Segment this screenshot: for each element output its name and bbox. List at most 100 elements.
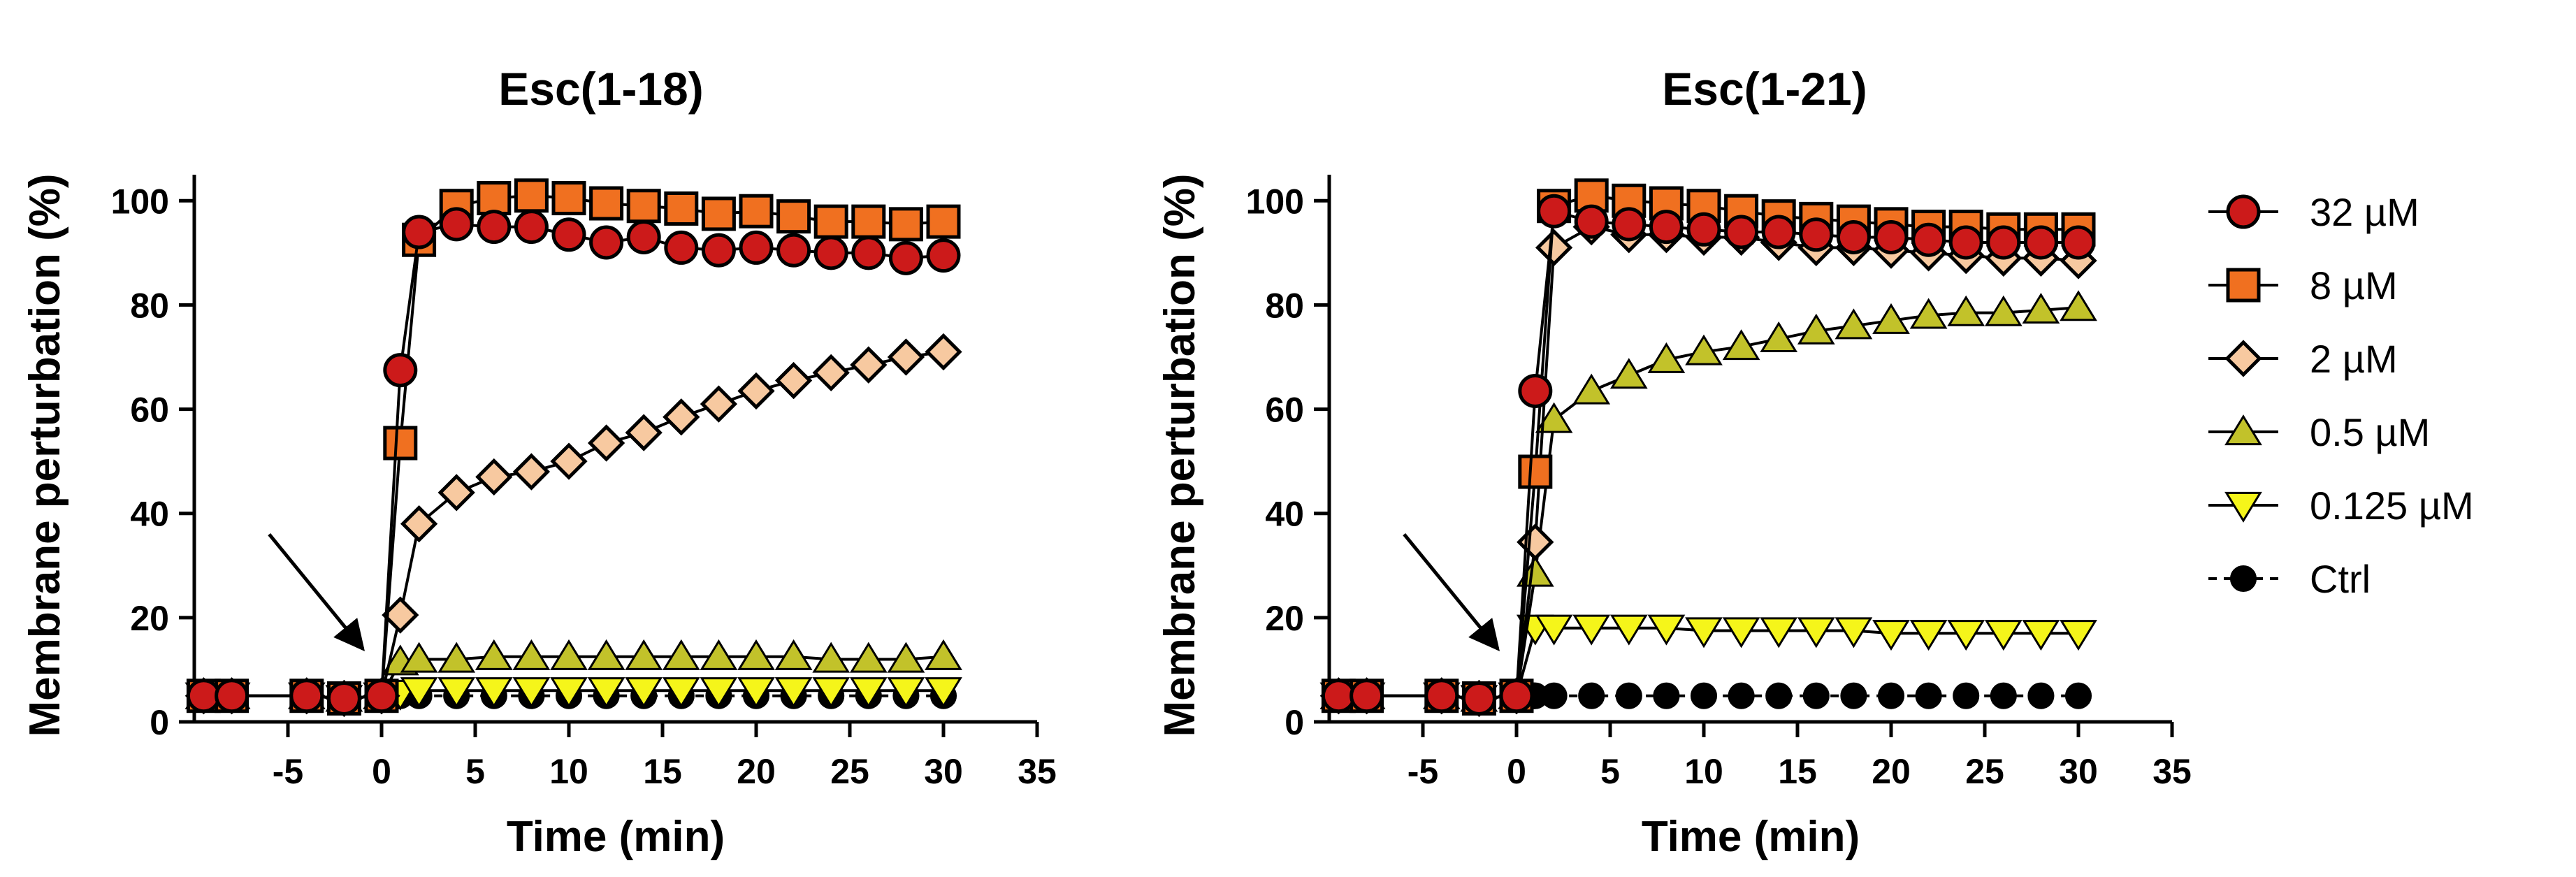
- data-point: [1760, 617, 1798, 648]
- data-point: [887, 338, 925, 376]
- legend-item: 0.125 µM: [2208, 484, 2474, 528]
- data-point: [887, 642, 925, 673]
- data-point: [186, 679, 221, 713]
- data-point: [2027, 682, 2055, 709]
- data-point: [737, 677, 775, 709]
- data-point: [364, 679, 399, 713]
- data-point: [812, 642, 851, 673]
- data-point: [402, 215, 437, 249]
- data-point: [2061, 225, 2096, 260]
- data-point: [1947, 620, 1985, 651]
- annotation-arrow: [1403, 532, 1500, 652]
- data-point: [475, 639, 513, 670]
- data-point: [439, 207, 474, 242]
- data-point: [550, 677, 588, 709]
- data-point: [888, 207, 923, 242]
- data-point: [551, 217, 586, 252]
- data-point: [2060, 620, 2097, 651]
- data-point: [1537, 194, 1572, 229]
- data-point: [1877, 682, 1905, 709]
- y-axis-label: Membrane perturbation (%): [1156, 173, 1204, 737]
- data-point: [1948, 225, 1983, 260]
- data-point: [664, 191, 699, 226]
- data-point: [589, 225, 624, 260]
- series-line: [203, 194, 944, 700]
- data-point: [1986, 225, 2021, 260]
- data-point: [1349, 679, 1384, 713]
- data-point: [1685, 334, 1723, 365]
- y-tick-label: 100: [111, 182, 169, 221]
- data-point: [1765, 682, 1793, 709]
- legend-label: 0.125 µM: [2310, 484, 2474, 528]
- series-circle: [1321, 194, 2096, 716]
- data-point: [1424, 679, 1459, 713]
- x-tick-label: -5: [273, 752, 303, 791]
- data-point: [1911, 222, 1946, 257]
- data-point: [774, 361, 813, 400]
- data-point: [400, 505, 438, 543]
- data-point: [664, 230, 699, 265]
- data-point: [1840, 682, 1867, 709]
- data-point: [925, 677, 962, 709]
- data-point: [813, 204, 848, 239]
- data-point: [813, 235, 848, 270]
- data-point: [1984, 620, 2023, 651]
- data-point: [849, 677, 888, 709]
- y-tick-label: 60: [130, 391, 169, 430]
- data-point: [625, 414, 663, 451]
- data-point: [551, 181, 586, 216]
- data-point: [925, 639, 962, 670]
- data-point: [701, 196, 736, 231]
- data-point: [737, 372, 775, 410]
- x-tick-label: 0: [1507, 752, 1526, 791]
- data-point: [1612, 207, 1647, 242]
- data-point: [477, 210, 512, 245]
- data-point: [1518, 373, 1553, 408]
- y-tick-label: 80: [1265, 286, 1304, 325]
- data-point: [587, 424, 625, 462]
- data-point: [700, 677, 738, 709]
- legend-label: 0.5 µM: [2310, 410, 2430, 454]
- data-point: [550, 442, 588, 480]
- data-point: [1835, 308, 1873, 340]
- data-point: [1609, 358, 1648, 389]
- data-point: [289, 679, 324, 713]
- legend-item: 8 µM: [2208, 263, 2398, 307]
- x-tick-label: 30: [924, 752, 963, 791]
- y-tick-label: 100: [1246, 182, 1304, 221]
- data-point: [400, 642, 438, 673]
- data-point: [512, 677, 551, 709]
- data-point: [662, 677, 700, 709]
- x-tick-label: 35: [2152, 752, 2192, 791]
- x-tick-label: 10: [549, 752, 588, 791]
- data-point: [1647, 614, 1686, 646]
- data-point: [1615, 682, 1642, 709]
- data-point: [1535, 229, 1573, 267]
- legend-item: 2 µM: [2208, 337, 2398, 381]
- data-point: [2064, 682, 2092, 709]
- data-point: [626, 189, 661, 224]
- data-point: [1990, 682, 2017, 709]
- y-tick-label: 0: [1285, 703, 1304, 742]
- data-point: [1953, 682, 1980, 709]
- data-point: [1461, 681, 1496, 716]
- data-point: [662, 639, 700, 670]
- x-tick-label: 20: [737, 752, 776, 791]
- data-point: [1984, 295, 2023, 326]
- data-point: [887, 677, 925, 709]
- data-point: [888, 240, 923, 275]
- legend-label: Ctrl: [2310, 557, 2371, 601]
- data-point: [1802, 682, 1830, 709]
- x-tick-label: 30: [2059, 752, 2098, 791]
- data-point: [2022, 293, 2060, 324]
- x-tick-label: 15: [643, 752, 682, 791]
- data-point: [437, 474, 475, 512]
- data-point: [589, 186, 624, 221]
- data-point: [812, 677, 851, 709]
- data-point: [383, 426, 418, 461]
- legend-item: Ctrl: [2208, 557, 2371, 601]
- legend-marker: [2226, 194, 2261, 229]
- y-tick-label: 40: [130, 495, 169, 534]
- x-tick-label: 5: [465, 752, 485, 791]
- data-point: [850, 346, 888, 384]
